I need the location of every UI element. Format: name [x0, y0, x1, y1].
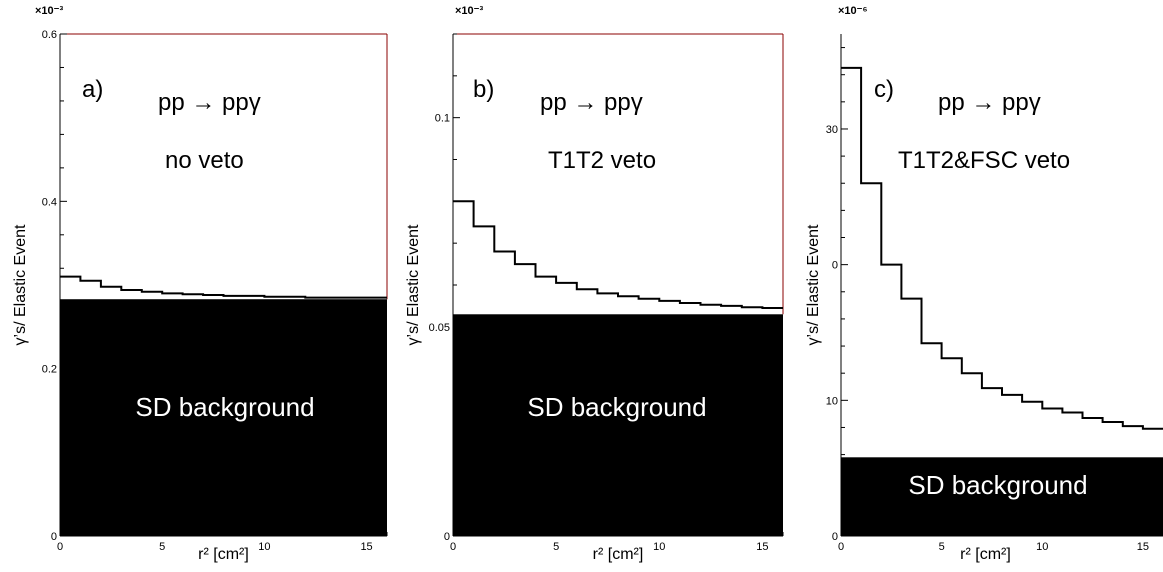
y-axis-title: γ’s/ Elastic Event — [805, 224, 822, 345]
x-tick-label: 5 — [159, 541, 165, 553]
histogram-series — [841, 66, 1163, 430]
x-axis-title: r² [cm²] — [198, 546, 249, 563]
veto-label: T1T2 veto — [548, 147, 656, 174]
x-tick-label: 5 — [553, 541, 559, 553]
sd-background-area — [841, 457, 1163, 536]
y-tick-label: 0.4 — [42, 196, 57, 208]
histogram-series — [60, 275, 387, 299]
x-tick-label: 0 — [57, 541, 63, 553]
panel-b: 0 5 10 15 0 0.05 0.1 ×10⁻³ r² [cm²] γ’s/ Elastic … — [405, 5, 784, 563]
y-exponent-label: ×10⁻³ — [35, 5, 63, 17]
x-tick-label: 0 — [450, 541, 456, 553]
veto-label: no veto — [165, 147, 244, 174]
x-tick-label: 10 — [653, 541, 665, 553]
panel-a: 0 5 10 15 0 0.2 0.4 0.6 ×10⁻³ r² [cm²] γ’s/ Elasti… — [12, 5, 388, 563]
veto-label: T1T2&FSC veto — [898, 147, 1070, 174]
y-tick-label: 0.05 — [429, 322, 450, 334]
x-tick-label: 10 — [1036, 541, 1048, 553]
x-tick-label: 15 — [756, 541, 768, 553]
y-tick-label: 0 — [51, 531, 57, 543]
process-label: pp → ppγ — [158, 89, 261, 116]
y-axis-title: γ’s/ Elastic Event — [12, 224, 29, 345]
sd-background-label: SD background — [135, 392, 314, 422]
y-tick-label: 30 — [826, 124, 838, 136]
y-tick-label: 0.1 — [435, 113, 450, 125]
y-tick-label: 0.2 — [42, 364, 57, 376]
x-tick-label: 0 — [838, 541, 844, 553]
x-tick-label: 15 — [1137, 541, 1149, 553]
panel-c: 0 5 10 15 0 10 0 30 ×10⁻⁶ r² [cm²] γ’s/ Elastic Ev… — [805, 5, 1163, 563]
y-tick-label: 0 — [832, 260, 838, 272]
y-tick-label: 10 — [826, 395, 838, 407]
panel-letter: b) — [473, 76, 494, 103]
sd-background-label: SD background — [908, 470, 1087, 500]
x-axis-title: r² [cm²] — [593, 546, 644, 563]
y-tick-label: 0 — [832, 531, 838, 543]
y-exponent-label: ×10⁻³ — [455, 5, 483, 17]
process-label: pp → ppγ — [938, 89, 1041, 116]
sd-background-area — [60, 299, 387, 536]
y-tick-label: 0 — [444, 531, 450, 543]
y-axis-title: γ’s/ Elastic Event — [405, 224, 422, 345]
sd-background-label: SD background — [527, 392, 706, 422]
process-label: pp → ppγ — [540, 89, 643, 116]
x-tick-label: 10 — [258, 541, 270, 553]
panel-letter: c) — [874, 76, 894, 103]
histogram-series — [453, 200, 783, 309]
x-tick-label: 15 — [360, 541, 372, 553]
y-exponent-label: ×10⁻⁶ — [838, 5, 868, 17]
panel-letter: a) — [82, 76, 103, 103]
x-axis-title: r² [cm²] — [960, 546, 1011, 563]
sd-background-area — [453, 314, 783, 536]
x-tick-label: 5 — [939, 541, 945, 553]
y-tick-label: 0.6 — [42, 29, 57, 41]
